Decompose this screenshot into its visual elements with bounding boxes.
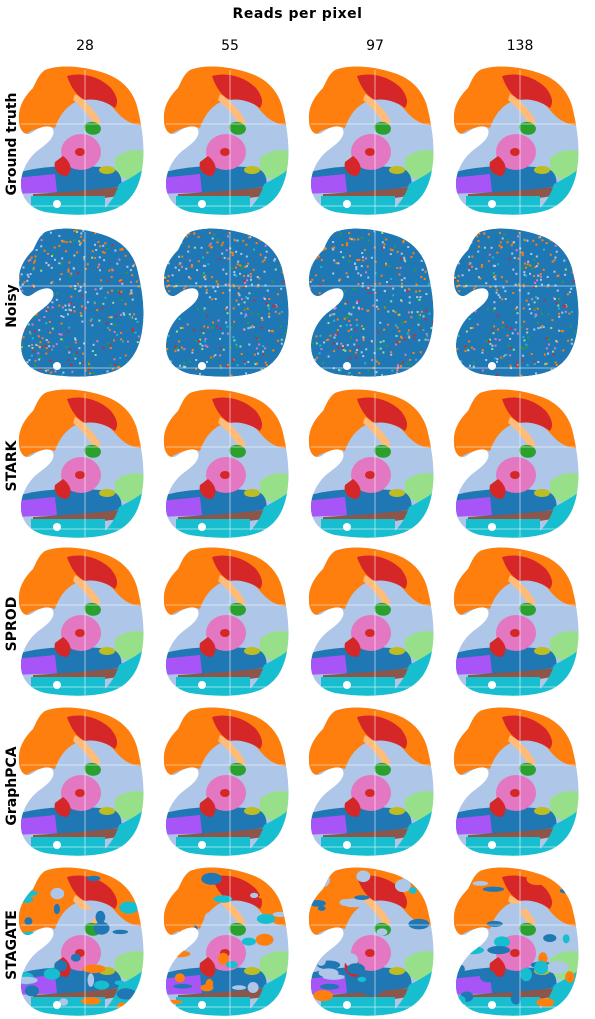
- figure-title: Reads per pixel: [232, 6, 363, 22]
- tissue-map: [18, 707, 144, 856]
- tissue-hole: [53, 1001, 61, 1009]
- panel-graphpca-55: [160, 707, 300, 859]
- tissue-hole: [53, 523, 61, 531]
- tissue-hole: [343, 200, 351, 208]
- tissue-map: [308, 228, 434, 377]
- tissue-map: [18, 867, 144, 1016]
- panel-graphpca-97: [305, 707, 445, 859]
- tissue-hole: [343, 681, 351, 689]
- tissue-hole: [488, 362, 496, 370]
- panel-ground-truth-28: [15, 66, 155, 218]
- panel-ground-truth-138: [450, 66, 590, 218]
- panel-sprod-138: [450, 547, 590, 699]
- tissue-map: [163, 228, 289, 377]
- tissue-hole: [198, 681, 206, 689]
- tissue-hole: [198, 362, 206, 370]
- tissue-hole: [343, 523, 351, 531]
- panel-noisy-97: [305, 228, 445, 380]
- tissue-map: [18, 66, 144, 215]
- panel-sprod-97: [305, 547, 445, 699]
- tissue-map: [308, 66, 434, 215]
- tissue-hole: [198, 200, 206, 208]
- tissue-map: [453, 66, 579, 215]
- panel-stagate-138: [450, 867, 590, 1019]
- tissue-hole: [488, 1001, 496, 1009]
- tissue-map: [308, 707, 434, 856]
- tissue-hole: [53, 681, 61, 689]
- panel-stark-97: [305, 389, 445, 541]
- panel-stagate-97: [305, 867, 445, 1019]
- tissue-hole: [198, 841, 206, 849]
- tissue-hole: [343, 1001, 351, 1009]
- tissue-hole: [488, 200, 496, 208]
- tissue-map: [453, 867, 579, 1016]
- tissue-map: [453, 389, 579, 538]
- column-label-138: 138: [506, 38, 534, 54]
- panel-noisy-138: [450, 228, 590, 380]
- tissue-hole: [198, 1001, 206, 1009]
- tissue-map: [163, 707, 289, 856]
- tissue-map: [163, 389, 289, 538]
- tissue-map: [163, 66, 289, 215]
- panel-ground-truth-97: [305, 66, 445, 218]
- tissue-hole: [53, 841, 61, 849]
- tissue-hole: [53, 362, 61, 370]
- tissue-map: [453, 707, 579, 856]
- tissue-hole: [488, 841, 496, 849]
- panel-sprod-55: [160, 547, 300, 699]
- tissue-hole: [488, 523, 496, 531]
- panel-ground-truth-55: [160, 66, 300, 218]
- tissue-map: [453, 228, 579, 377]
- tissue-hole: [343, 841, 351, 849]
- tissue-map: [308, 867, 434, 1016]
- panel-stagate-28: [15, 867, 155, 1019]
- tissue-hole: [343, 362, 351, 370]
- tissue-map: [163, 547, 289, 696]
- panel-graphpca-138: [450, 707, 590, 859]
- panel-stark-138: [450, 389, 590, 541]
- tissue-hole: [53, 200, 61, 208]
- panel-stark-55: [160, 389, 300, 541]
- panel-graphpca-28: [15, 707, 155, 859]
- tissue-hole: [198, 523, 206, 531]
- tissue-map: [18, 389, 144, 538]
- tissue-hole: [488, 681, 496, 689]
- tissue-map: [18, 228, 144, 377]
- panel-stark-28: [15, 389, 155, 541]
- panel-sprod-28: [15, 547, 155, 699]
- panel-stagate-55: [160, 867, 300, 1019]
- tissue-map: [308, 389, 434, 538]
- column-label-55: 55: [221, 38, 239, 54]
- column-label-97: 97: [366, 38, 384, 54]
- tissue-map: [163, 867, 289, 1016]
- panel-noisy-55: [160, 228, 300, 380]
- tissue-map: [453, 547, 579, 696]
- tissue-map: [18, 547, 144, 696]
- tissue-map: [308, 547, 434, 696]
- panel-noisy-28: [15, 228, 155, 380]
- column-label-28: 28: [76, 38, 94, 54]
